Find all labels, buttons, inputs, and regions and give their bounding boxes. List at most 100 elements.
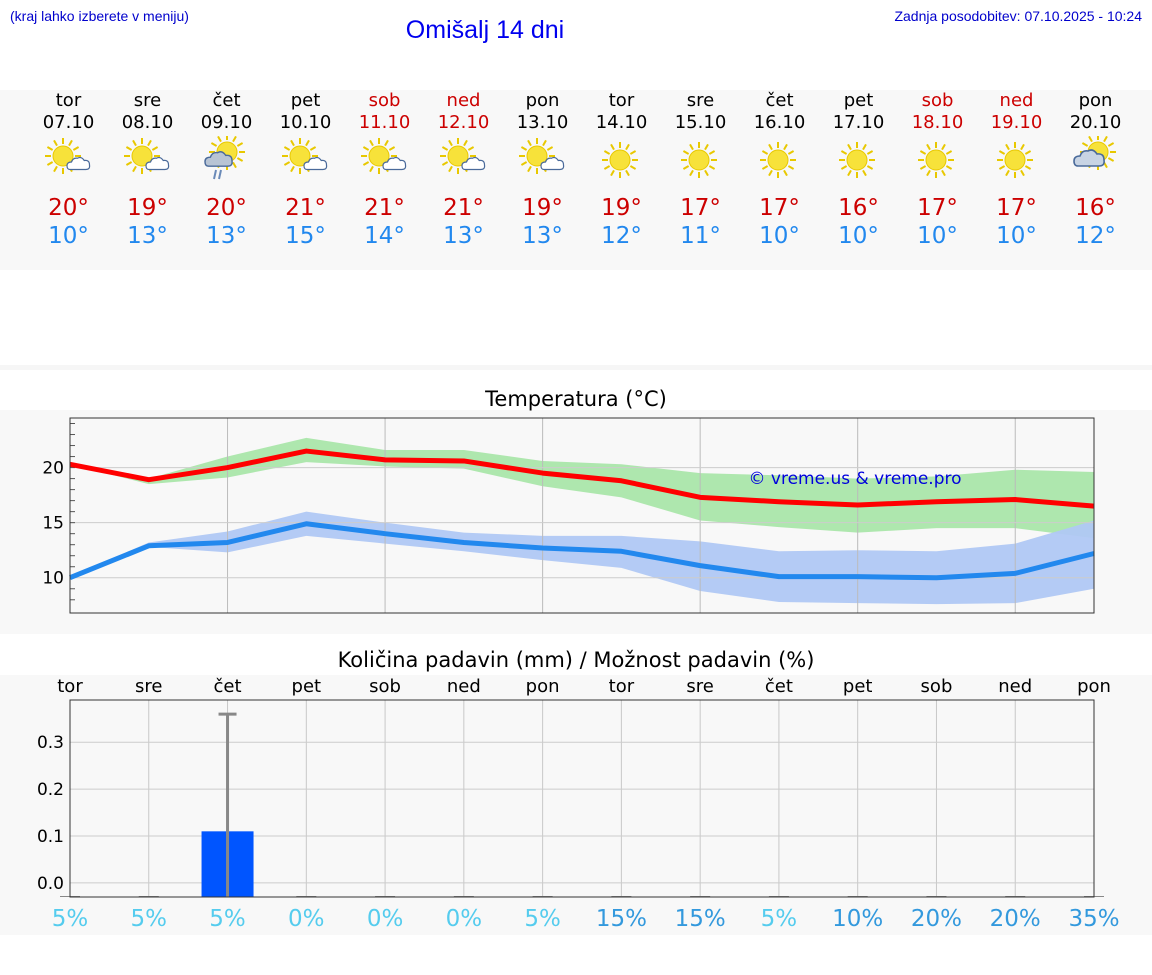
sun-cloud-icon (266, 136, 345, 184)
day-date: 18.10 (911, 112, 964, 133)
max-temperature: 20° (48, 195, 89, 221)
precipitation-probability: 5% (209, 906, 246, 932)
max-temperature: 19° (522, 195, 563, 221)
last-update: Zadnja posodobitev: 07.10.2025 - 10:24 (894, 8, 1142, 24)
day-column: čet 16.10 17° 10° (740, 90, 819, 250)
y-tick-label: 15 (42, 514, 64, 534)
min-temperature: 10° (48, 223, 89, 249)
daily-forecast-strip: tor 07.10 20° 10° sre 08.10 19° 13° čet 09.10 2… (0, 90, 1152, 270)
precipitation-probability: 35% (1068, 906, 1119, 932)
day-date: 10.10 (279, 112, 332, 133)
sun-cloud-rain-icon (187, 136, 266, 184)
day-date: 15.10 (674, 112, 727, 133)
sun-icon (819, 136, 898, 184)
max-temperature: 17° (996, 195, 1037, 221)
x-tick-label: pon (526, 676, 560, 697)
day-column: pet 10.10 21° 15° (266, 90, 345, 250)
x-tick-label: pet (843, 676, 873, 697)
max-temperature: 19° (601, 195, 642, 221)
day-column: pon 13.10 19° 13° (503, 90, 582, 250)
sun-icon (740, 136, 819, 184)
max-temperature: 16° (838, 195, 879, 221)
max-temperature: 16° (1075, 195, 1116, 221)
day-column: sre 15.10 17° 11° (661, 90, 740, 250)
day-date: 08.10 (121, 112, 174, 133)
day-column: čet 09.10 20° 13° (187, 90, 266, 250)
min-temperature: 10° (759, 223, 800, 249)
day-date: 09.10 (200, 112, 253, 133)
sun-cloud-icon (29, 136, 108, 184)
x-tick-label: sob (921, 676, 953, 697)
day-name: sre (686, 90, 715, 111)
x-tick-label: sre (686, 676, 713, 697)
day-date: 14.10 (595, 112, 648, 133)
temperature-range-band (70, 437, 1094, 539)
plot-frame (69, 699, 1095, 898)
x-tick-label: pon (1077, 676, 1111, 697)
min-temperature: 15° (285, 223, 326, 249)
day-date: 17.10 (832, 112, 885, 133)
y-tick-label: 0.0 (37, 874, 64, 894)
precipitation-probability: 15% (675, 906, 726, 932)
day-column: tor 07.10 20° 10° (29, 90, 108, 250)
x-tick-label: tor (57, 676, 83, 697)
day-date: 11.10 (358, 112, 411, 133)
divider (0, 365, 1152, 370)
x-tick-label: sre (135, 676, 162, 697)
precipitation-probability: 20% (990, 906, 1041, 932)
min-temperature: 11° (680, 223, 721, 249)
min-temperature: 13° (443, 223, 484, 249)
day-name: pon (1078, 90, 1113, 111)
max-temperature: 21° (364, 195, 405, 221)
day-name: tor (608, 90, 635, 111)
x-tick-label: čet (765, 676, 793, 697)
watermark: © vreme.us & vreme.pro (748, 469, 961, 489)
min-temperature: 13° (206, 223, 247, 249)
max-temperature: 19° (127, 195, 168, 221)
day-name: čet (765, 90, 794, 111)
temperature-chart: 10 15 20 © vreme.us & vreme.pro (42, 417, 1095, 614)
y-tick-label: 0.1 (37, 827, 64, 847)
precipitation-probability: 5% (52, 906, 89, 932)
max-temperature: 17° (680, 195, 721, 221)
day-column: sre 08.10 19° 13° (108, 90, 187, 250)
max-temperature: 20° (206, 195, 247, 221)
day-date: 20.10 (1069, 112, 1122, 133)
y-tick-label: 20 (42, 459, 64, 479)
day-column: ned 12.10 21° 13° (424, 90, 503, 250)
day-name: ned (446, 90, 481, 111)
y-tick-label: 0.2 (37, 780, 64, 800)
temperature-chart-title: Temperatura (°C) (485, 387, 667, 411)
sun-icon (661, 136, 740, 184)
day-name: pon (525, 90, 560, 111)
min-temperature: 10° (996, 223, 1037, 249)
precipitation-probability: 20% (911, 906, 962, 932)
day-name: pet (290, 90, 321, 111)
day-name: tor (55, 90, 82, 111)
sun-cloud-icon (345, 136, 424, 184)
x-tick-label: ned (998, 676, 1032, 697)
precipitation-probability: 15% (596, 906, 647, 932)
day-column: sob 11.10 21° 14° (345, 90, 424, 250)
y-tick-label: 10 (42, 569, 64, 589)
day-name: sre (133, 90, 162, 111)
sun-icon (582, 136, 661, 184)
x-tick-label: čet (214, 676, 242, 697)
day-name: ned (999, 90, 1034, 111)
day-name: sob (921, 90, 954, 111)
x-tick-label: pet (292, 676, 322, 697)
precipitation-probability: 5% (131, 906, 168, 932)
sun-cloud-icon (108, 136, 187, 184)
day-name: čet (212, 90, 241, 111)
min-temperature: 14° (364, 223, 405, 249)
day-column: ned 19.10 17° 10° (977, 90, 1056, 250)
x-tick-label: ned (447, 676, 481, 697)
min-temperature: 13° (127, 223, 168, 249)
day-column: tor 14.10 19° 12° (582, 90, 661, 250)
precipitation-probability: 0% (288, 906, 325, 932)
precipitation-chart-title: Količina padavin (mm) / Možnost padavin … (337, 648, 815, 672)
min-temperature: 12° (601, 223, 642, 249)
precipitation-probability: 10% (832, 906, 883, 932)
day-date: 07.10 (42, 112, 95, 133)
x-tick-label: sob (369, 676, 401, 697)
